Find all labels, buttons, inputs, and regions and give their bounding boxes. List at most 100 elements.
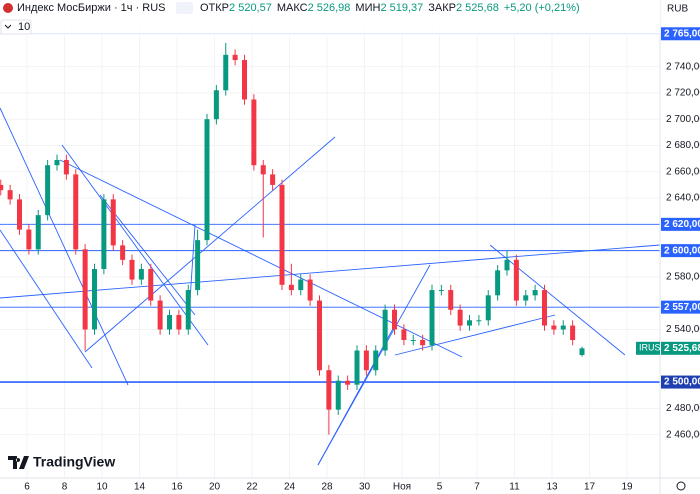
candle-body: [73, 174, 79, 250]
trend-line: [0, 107, 129, 386]
x-tick-label: 13: [546, 482, 558, 493]
candle-body: [495, 270, 501, 296]
level-label: 2 620,00: [664, 219, 700, 230]
candle-body: [476, 320, 482, 322]
level-label-bg: [661, 217, 700, 231]
logo-text: TradingView: [33, 454, 115, 470]
candle-body: [82, 249, 88, 330]
compare-button[interactable]: [176, 2, 193, 14]
candle-body: [523, 295, 529, 301]
candle-body: [504, 259, 510, 271]
last-price-bg: [661, 341, 700, 355]
candle-body: [176, 315, 182, 330]
x-tick-label: Ноя: [393, 482, 411, 493]
y-tick-label: 2 720,00: [666, 88, 700, 99]
candle-body: [101, 199, 107, 270]
trend-line: [0, 244, 661, 299]
candle-body: [570, 325, 576, 340]
x-tick-label: 28: [321, 482, 333, 493]
candle-body: [129, 259, 135, 280]
candle-body: [35, 215, 41, 250]
symbol-title: Индекс МосБиржи · 1ч · RUS: [17, 2, 166, 14]
symbol-tag-bg: [636, 341, 660, 355]
candle-body: [420, 340, 426, 346]
candle-body: [542, 290, 547, 326]
candle-body: [120, 245, 126, 260]
candle-body: [45, 165, 51, 216]
trend-line: [394, 314, 556, 356]
candle-body: [429, 290, 435, 346]
candle-body: [17, 199, 22, 230]
y-tick-label: 2 580,00: [666, 272, 700, 283]
candle-body: [270, 174, 276, 185]
candle-body: [382, 309, 388, 351]
x-tick-label: 19: [621, 482, 633, 493]
candle-body: [0, 184, 4, 191]
symbol-tag: IRUS: [639, 343, 661, 353]
ohlc-legend: ОТКР2 520,57 МАКС2 526,98 МИН2 519,37 ЗАКР2…: [200, 2, 580, 14]
level-label: 2 557,00: [664, 302, 700, 313]
y-tick-label: 2 680,00: [666, 140, 700, 151]
candle-body: [401, 329, 407, 340]
ohlc-name: ОТКР: [200, 2, 229, 14]
header-bg: [0, 0, 660, 36]
candles: [0, 42, 585, 435]
level-label-bg: [661, 375, 700, 389]
x-tick-label: 22: [246, 482, 258, 493]
trend-lines: [0, 107, 661, 466]
candle-body: [307, 279, 313, 301]
y-tick-label: 2 480,00: [666, 403, 700, 414]
y-tick-label: 2 460,00: [666, 429, 700, 440]
ohlc-name: МАКС: [277, 2, 308, 14]
settings-button[interactable]: [676, 481, 686, 491]
candle-body: [288, 284, 294, 291]
x-tick-label: 10: [96, 482, 108, 493]
indicator-toggle[interactable]: [0, 19, 32, 35]
trend-line: [317, 324, 396, 466]
candle-body: [551, 325, 557, 330]
trend-line: [189, 224, 196, 301]
x-tick-label: 14: [134, 482, 146, 493]
level-label-bg: [661, 244, 700, 258]
candle-body: [392, 309, 397, 330]
y-tick-label: 2 540,00: [666, 324, 700, 335]
candle-body: [448, 290, 454, 310]
candle-body: [7, 190, 13, 200]
candle-body: [260, 165, 266, 175]
x-tick-label: 7: [474, 482, 480, 493]
candle-body: [148, 269, 154, 301]
candle-body: [438, 290, 444, 292]
x-tick-label: 24: [284, 482, 296, 493]
ohlc-value: 2 525,68: [456, 2, 499, 14]
change: +5,20 (+0,21%): [504, 2, 580, 14]
candle-body: [92, 269, 97, 330]
x-tick-label: 11: [509, 482, 520, 493]
chevron: [4, 24, 12, 29]
y-tick-label: 2 700,00: [666, 114, 700, 125]
candle-body: [223, 54, 229, 91]
candle-body: [532, 290, 538, 296]
level-label: 2 500,00: [664, 377, 700, 388]
last-price-label: 2 525,68: [664, 343, 700, 354]
trend-line: [61, 144, 209, 346]
level-label: 2 600,00: [664, 245, 700, 256]
candle-body: [363, 350, 369, 371]
x-tick-label: 17: [584, 482, 596, 493]
candle-body: [167, 315, 172, 330]
logo-mark: [8, 456, 29, 469]
y-tick-label: 2 640,00: [666, 193, 700, 204]
candle-body: [110, 199, 116, 246]
candle-body: [54, 159, 60, 166]
candle-body: [579, 348, 585, 356]
candle-body: [513, 259, 519, 301]
ohlc-name: ЗАКР: [428, 2, 456, 14]
x-tick-label: 8: [62, 482, 68, 493]
trend-line: [84, 136, 336, 353]
candle-body: [204, 119, 210, 241]
candle-body: [457, 309, 463, 326]
candle-body: [26, 229, 32, 250]
candle-body: [354, 350, 360, 385]
candle-body: [185, 290, 191, 330]
